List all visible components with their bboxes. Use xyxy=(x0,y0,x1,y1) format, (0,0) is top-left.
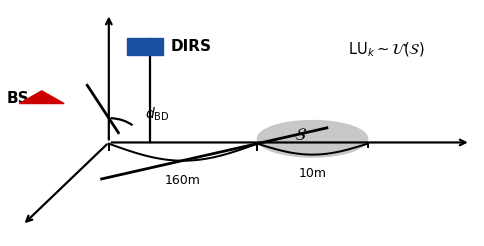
Text: $\mathcal{S}$: $\mathcal{S}$ xyxy=(294,127,307,144)
Text: DIRS: DIRS xyxy=(170,39,211,54)
Text: BS: BS xyxy=(7,91,30,106)
Ellipse shape xyxy=(257,121,367,157)
Bar xyxy=(126,38,163,55)
Polygon shape xyxy=(19,91,64,104)
Text: 160m: 160m xyxy=(165,174,201,187)
Text: $d_{\mathrm{BD}}$: $d_{\mathrm{BD}}$ xyxy=(145,106,169,123)
Text: 10m: 10m xyxy=(299,167,327,180)
Text: $\mathrm{LU}_k \sim \mathcal{U}(\mathcal{S})$: $\mathrm{LU}_k \sim \mathcal{U}(\mathcal… xyxy=(348,41,425,59)
